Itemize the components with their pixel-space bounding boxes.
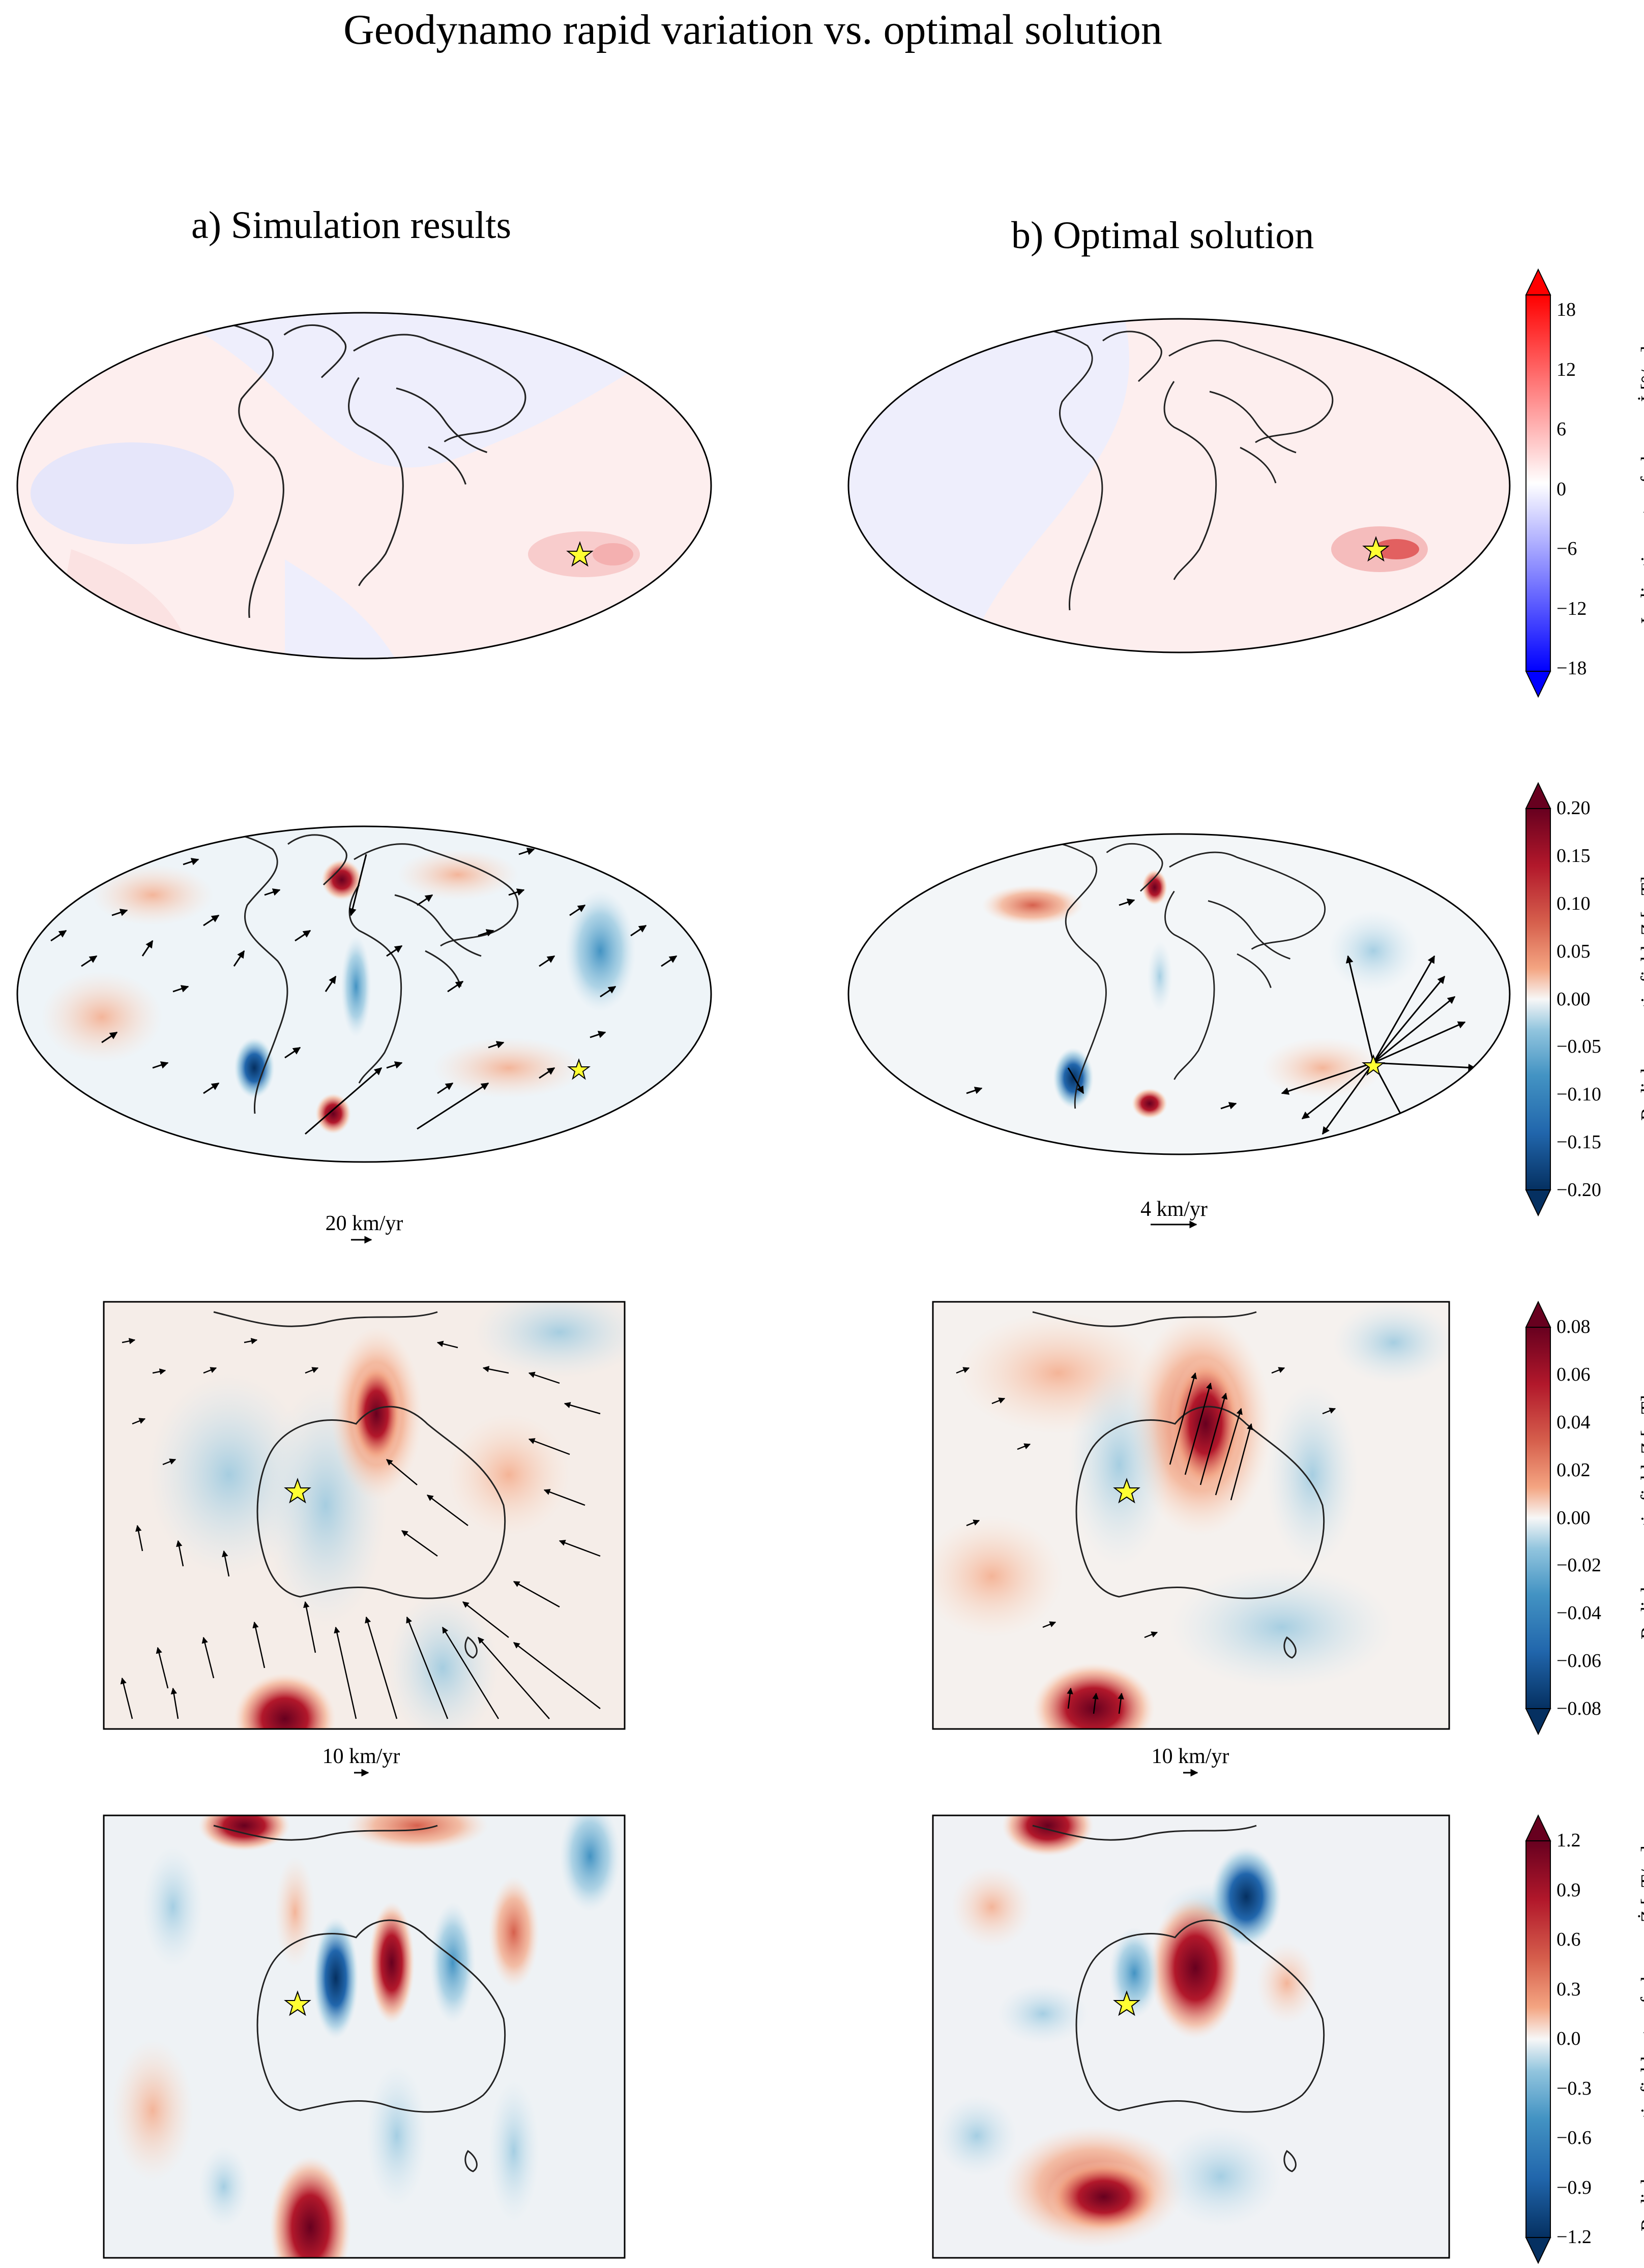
tick: 0.05 bbox=[1557, 941, 1591, 962]
colorbar-label-radial-global: Radial magnetic field, Z [mT] bbox=[1636, 876, 1644, 1121]
tick: −1.2 bbox=[1557, 2226, 1592, 2248]
flow-arrows-opt-global bbox=[966, 899, 1476, 1140]
tick: 0 bbox=[1557, 479, 1566, 500]
map-radial-regional-simulation bbox=[103, 1301, 626, 1777]
colorbar-radial-global bbox=[1525, 782, 1551, 1217]
tick: 0.6 bbox=[1557, 1929, 1581, 1950]
site-star-icon bbox=[1362, 535, 1390, 562]
tick: 0.04 bbox=[1557, 1412, 1591, 1433]
tick: 0.10 bbox=[1557, 893, 1591, 914]
site-star-icon bbox=[567, 1058, 591, 1080]
tick: −0.08 bbox=[1557, 1698, 1601, 1719]
tick: 18 bbox=[1557, 299, 1576, 320]
tick: −0.02 bbox=[1557, 1555, 1601, 1576]
flow-arrows-sim-regional bbox=[120, 1338, 601, 1719]
map-sv-regional-simulation bbox=[103, 1814, 626, 2259]
tick: 12 bbox=[1557, 359, 1576, 380]
tick: 0.3 bbox=[1557, 1979, 1581, 2000]
figure-title: Geodynamo rapid variation vs. optimal so… bbox=[343, 6, 1162, 53]
tick: −12 bbox=[1557, 598, 1587, 619]
map-inclination-simulation bbox=[16, 312, 712, 660]
tick: −0.20 bbox=[1557, 1179, 1601, 1201]
tick: −0.06 bbox=[1557, 1650, 1601, 1672]
map-radial-global-simulation bbox=[16, 825, 712, 1244]
colorbar-label-radial-regional: Radial magnetic field, Z [mT] bbox=[1636, 1395, 1644, 1639]
scale-label-opt-regional: 10 km/yr bbox=[1151, 1745, 1229, 1768]
site-star-icon bbox=[1113, 1477, 1140, 1504]
tick: −0.05 bbox=[1557, 1036, 1601, 1057]
map-radial-global-optimal bbox=[847, 833, 1511, 1229]
site-star-icon bbox=[566, 541, 594, 567]
tick: −0.15 bbox=[1557, 1131, 1601, 1153]
scale-label-opt-global: 4 km/yr bbox=[1140, 1198, 1208, 1221]
map-sv-regional-optimal bbox=[932, 1814, 1450, 2259]
tick: 0.0 bbox=[1557, 2028, 1581, 2049]
colorbar-inclination bbox=[1525, 268, 1551, 698]
tick: 0.08 bbox=[1557, 1316, 1591, 1337]
tick: 0.06 bbox=[1557, 1364, 1591, 1385]
tick: 0.20 bbox=[1557, 797, 1591, 819]
tick: 0.02 bbox=[1557, 1459, 1591, 1481]
tick: −0.3 bbox=[1557, 2078, 1592, 2099]
colorbar-radial-regional bbox=[1525, 1300, 1551, 1736]
tick: 1.2 bbox=[1557, 1830, 1581, 1851]
map-inclination-optimal bbox=[847, 318, 1511, 653]
site-star-icon bbox=[284, 1990, 311, 2016]
colorbar-label-sv: Radial magnetic field rate-of-change, Ż … bbox=[1636, 1845, 1644, 2231]
tick: −0.9 bbox=[1557, 2177, 1592, 2198]
map-radial-regional-optimal bbox=[932, 1301, 1450, 1777]
tick: −18 bbox=[1557, 658, 1587, 679]
scale-label-sim-regional: 10 km/yr bbox=[322, 1745, 400, 1768]
tick: −0.10 bbox=[1557, 1084, 1601, 1105]
column-b-title: b) Optimal solution bbox=[1011, 214, 1314, 257]
tick: 6 bbox=[1557, 419, 1566, 440]
site-star-icon bbox=[284, 1477, 311, 1504]
tick: 0.00 bbox=[1557, 989, 1591, 1010]
site-star-icon bbox=[1362, 1054, 1385, 1076]
tick: 0.15 bbox=[1557, 845, 1591, 867]
colorbar-label-inclination: Inclination rate-of-change, İ [°/yr] bbox=[1636, 346, 1644, 624]
colorbar-sv bbox=[1525, 1814, 1551, 2264]
site-star-icon bbox=[1113, 1990, 1140, 2016]
flow-arrows-opt-regional bbox=[956, 1367, 1336, 1714]
flow-arrows-sim-global bbox=[50, 848, 678, 1135]
scale-label-sim-global: 20 km/yr bbox=[325, 1212, 403, 1235]
tick: 0.00 bbox=[1557, 1507, 1591, 1529]
tick: −0.6 bbox=[1557, 2127, 1592, 2148]
tick: −0.04 bbox=[1557, 1602, 1601, 1624]
tick: 0.9 bbox=[1557, 1879, 1581, 1901]
tick: −6 bbox=[1557, 538, 1577, 559]
column-a-title: a) Simulation results bbox=[191, 204, 512, 247]
